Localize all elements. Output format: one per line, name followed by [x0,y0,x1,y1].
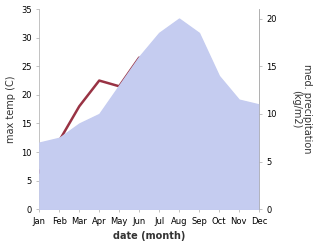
X-axis label: date (month): date (month) [113,231,185,242]
Y-axis label: max temp (C): max temp (C) [5,75,16,143]
Y-axis label: med. precipitation
(kg/m2): med. precipitation (kg/m2) [291,64,313,154]
